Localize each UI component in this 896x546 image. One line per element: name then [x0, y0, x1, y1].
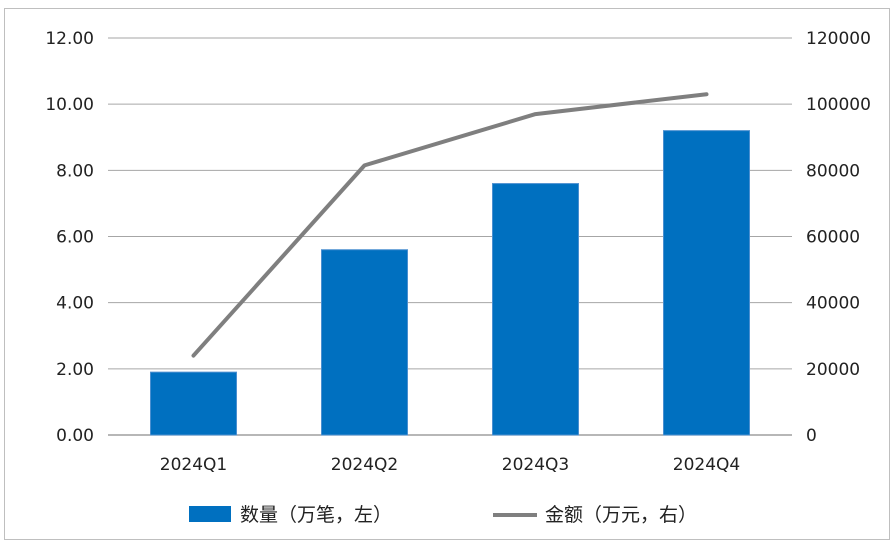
- right-tick-label: 60000: [806, 228, 860, 248]
- legend-swatch-bar: [189, 506, 231, 522]
- bar-series: [150, 130, 750, 436]
- category-label: 2024Q3: [502, 455, 569, 475]
- right-tick-label: 120000: [806, 29, 871, 49]
- legend-label-line: 金额（万元，右）: [545, 504, 697, 526]
- category-label: 2024Q2: [331, 455, 398, 475]
- right-axis-ticks: 0 20000 40000 60000 80000 100000 120000: [806, 29, 871, 446]
- bar: [492, 183, 579, 436]
- legend: 数量（万笔，左） 金额（万元，右）: [189, 504, 697, 526]
- right-tick-label: 20000: [806, 360, 860, 380]
- left-tick-label: 8.00: [56, 161, 94, 181]
- line-series: [191, 92, 709, 358]
- category-axis-labels: 2024Q1 2024Q2 2024Q3 2024Q4: [160, 455, 740, 475]
- left-tick-label: 10.00: [45, 95, 94, 115]
- right-tick-label: 0: [806, 426, 817, 446]
- bar: [321, 249, 408, 436]
- left-tick-label: 12.00: [45, 29, 94, 49]
- left-tick-label: 6.00: [56, 228, 94, 248]
- chart-frame: [4, 8, 890, 540]
- left-tick-label: 0.00: [56, 426, 94, 446]
- left-tick-label: 4.00: [56, 294, 94, 314]
- right-tick-label: 80000: [806, 161, 860, 181]
- right-tick-label: 100000: [806, 95, 871, 115]
- bar: [150, 371, 237, 436]
- bar: [663, 130, 750, 436]
- right-tick-label: 40000: [806, 294, 860, 314]
- left-tick-label: 2.00: [56, 360, 94, 380]
- series-line: [191, 92, 709, 358]
- left-axis-ticks: 0.00 2.00 4.00 6.00 8.00 10.00 12.00: [45, 29, 94, 446]
- category-label: 2024Q1: [160, 455, 227, 475]
- legend-label-bar: 数量（万笔，左）: [240, 504, 392, 526]
- category-label: 2024Q4: [673, 455, 740, 475]
